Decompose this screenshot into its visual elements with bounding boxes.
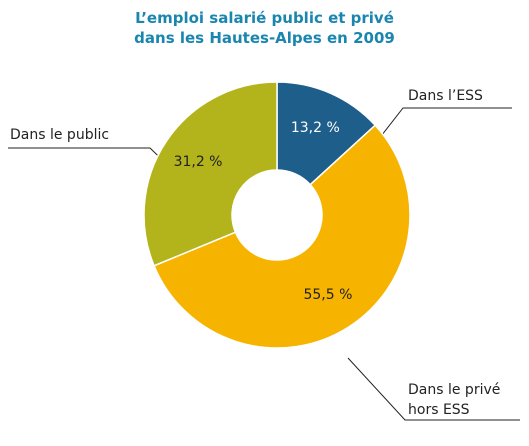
category-label: Dans le privé hors ESS [408, 382, 501, 418]
chart-title: L’emploi salarié public et privé dans le… [134, 9, 395, 47]
slice [276, 81, 377, 186]
category-label: Dans l’ESS [408, 88, 483, 104]
slice [153, 124, 411, 349]
leader-line [377, 107, 512, 141]
leader-line [347, 357, 520, 421]
value-label: 55,5 % [303, 287, 352, 303]
slice [143, 81, 278, 267]
value-label: 31,2 % [174, 154, 223, 170]
value-label: 13,2 % [291, 120, 340, 136]
category-label: Dans le public [10, 127, 110, 143]
